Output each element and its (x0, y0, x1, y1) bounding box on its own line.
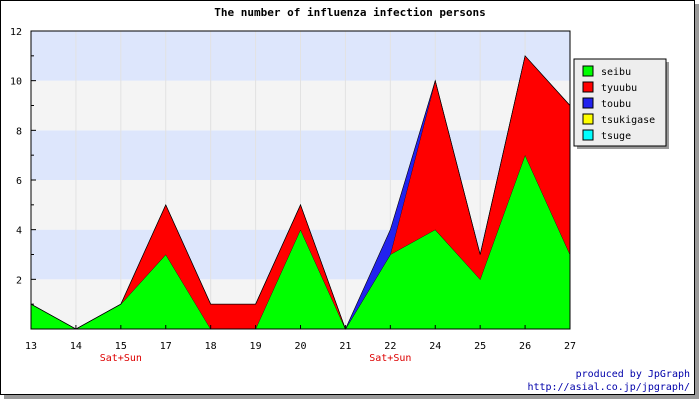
credit-link[interactable]: http://asial.co.jp/jpgraph/ (527, 382, 690, 393)
weekend-label: Sat+Sun (100, 353, 142, 364)
credit-line-1: produced by JpGraph (576, 369, 690, 380)
legend-swatch-tsukigase (582, 113, 594, 125)
series-areas (30, 55, 571, 330)
x-tick-label: 26 (519, 341, 531, 352)
y-tick-label: 4 (16, 226, 22, 237)
y-tick-label: 2 (16, 275, 22, 286)
x-tick-label: 25 (474, 341, 486, 352)
y-tick-label: 10 (10, 77, 22, 88)
x-tick-label: 24 (429, 341, 441, 352)
legend-swatch-toubu (582, 97, 594, 109)
x-tick-label: 20 (294, 341, 306, 352)
x-tick-label: 14 (70, 341, 82, 352)
series-area-tyuubu (31, 55, 570, 329)
x-tick-label: 27 (564, 341, 576, 352)
x-tick-label: 18 (205, 341, 217, 352)
x-tick-label: 17 (160, 341, 172, 352)
x-tick-label: 22 (384, 341, 396, 352)
x-tick-label: 13 (25, 341, 37, 352)
legend-label-tyuubu: tyuubu (601, 83, 637, 94)
legend-swatch-tsuge (582, 129, 594, 141)
x-tick-label: 15 (115, 341, 127, 352)
series-area-seibu (31, 155, 570, 329)
y-tick-label: 8 (16, 126, 22, 137)
x-tick-label: 19 (250, 341, 262, 352)
legend-swatch-tyuubu (582, 81, 594, 93)
legend-label-seibu: seibu (601, 67, 631, 78)
legend: seibu tyuubu toubu tsukigase tsuge (573, 58, 669, 149)
y-axis: 2 4 6 8 10 12 (10, 27, 36, 330)
chart-title: The number of influenza infection person… (214, 6, 486, 19)
legend-label-tsukigase: tsukigase (601, 115, 655, 126)
y-tick-label: 6 (16, 176, 22, 187)
y-tick-label: 12 (10, 27, 22, 38)
legend-label-toubu: toubu (601, 99, 631, 110)
weekend-label: Sat+Sun (369, 353, 411, 364)
x-axis: 13 14 15 17 18 19 20 21 22 24 25 26 27 (25, 325, 576, 352)
x-tick-label: 21 (339, 341, 351, 352)
weekend-marks: Sat+Sun Sat+Sun (100, 353, 412, 364)
legend-swatch-seibu (582, 65, 594, 77)
legend-label-tsuge: tsuge (601, 131, 631, 142)
series-edge-toubu (30, 55, 571, 330)
